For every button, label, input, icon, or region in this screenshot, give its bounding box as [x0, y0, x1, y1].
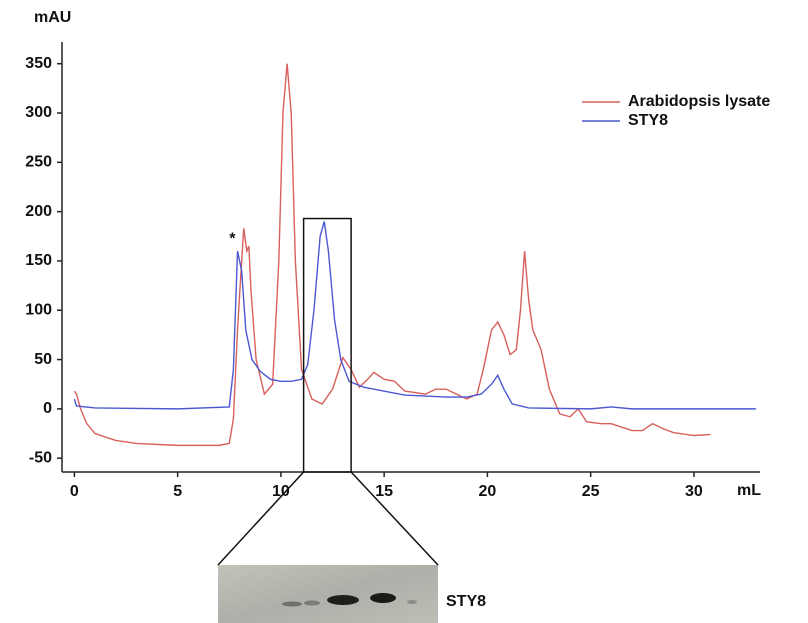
y-tick-label: 200	[25, 203, 52, 220]
x-axis-label: mL	[737, 482, 761, 499]
y-tick-label: 150	[25, 252, 52, 269]
x-tick-label: 5	[173, 483, 182, 500]
data-line	[74, 222, 755, 409]
x-tick-label: 20	[479, 483, 497, 500]
y-tick-label: 350	[25, 55, 52, 72]
x-tick-label: 0	[70, 483, 79, 500]
y-tick-label: -50	[29, 449, 52, 466]
x-tick-label: 30	[685, 483, 703, 500]
x-tick-label: 25	[582, 483, 600, 500]
annotation: *	[229, 230, 236, 247]
zoom-line	[218, 472, 304, 565]
legend-label: STY8	[628, 112, 668, 129]
x-tick-label: 15	[375, 483, 393, 500]
blot-label: STY8	[446, 593, 486, 610]
y-tick-label: 250	[25, 154, 52, 171]
legend-label: Arabidopsis lysate	[628, 93, 770, 110]
y-tick-label: 0	[43, 400, 52, 417]
y-tick-label: 300	[25, 104, 52, 121]
y-tick-label: 100	[25, 301, 52, 318]
zoom-line	[351, 472, 438, 565]
y-axis-label: mAU	[34, 9, 71, 26]
highlight-box	[304, 219, 351, 472]
chart: mAU mL STY8 -500501001502002503003500510…	[0, 0, 808, 623]
blot-image	[218, 565, 438, 623]
y-tick-label: 50	[34, 351, 52, 368]
